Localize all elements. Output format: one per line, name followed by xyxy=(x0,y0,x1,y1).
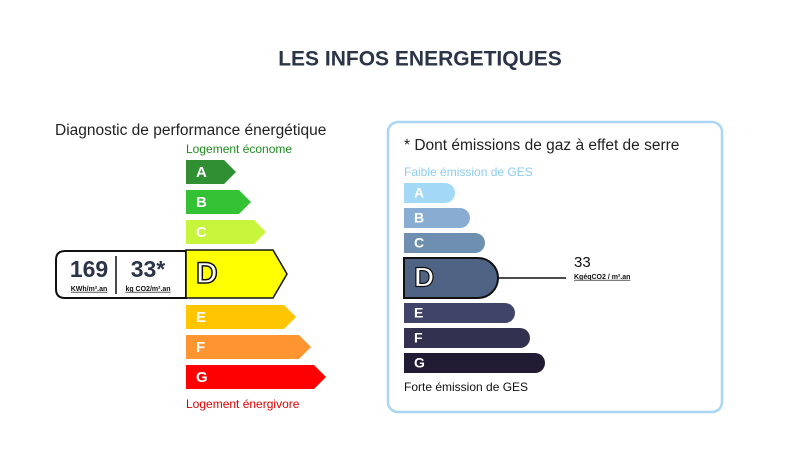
ges-panel-unit: KgéqCO2 / m².an xyxy=(574,274,630,281)
ges-bottom-label: Forte émission de GES xyxy=(404,380,528,394)
ges-letter: C xyxy=(414,235,424,251)
ges-title: * Dont émissions de gaz à effet de serre xyxy=(404,137,679,154)
page-title: LES INFOS ENERGETIQUES xyxy=(278,48,562,71)
ges-unit: kg CO2/m².an xyxy=(125,286,170,293)
energy-value: 169 xyxy=(70,256,108,282)
dpe-letter: F xyxy=(196,339,205,356)
ges-letter: A xyxy=(414,185,424,201)
dpe-arrow xyxy=(186,365,326,389)
ges-panel-value: 33 xyxy=(574,254,591,271)
ges-value: 33* xyxy=(131,256,166,282)
ges-bar xyxy=(404,303,515,323)
dpe-letter: B xyxy=(196,194,207,211)
dpe-title: Diagnostic de performance énergétique xyxy=(55,122,326,139)
ges-letter: B xyxy=(414,210,424,226)
ges-letter: F xyxy=(414,330,423,346)
ges-top-label: Faible émission de GES xyxy=(404,165,533,179)
dpe-top-label: Logement économe xyxy=(186,142,292,156)
dpe-letter: G xyxy=(196,369,208,386)
dpe-letter: E xyxy=(196,309,206,326)
ges-bar xyxy=(404,353,545,373)
ges-bar xyxy=(404,183,455,203)
dpe-letter: A xyxy=(196,164,207,181)
dpe-arrow xyxy=(185,249,288,299)
ges-bar xyxy=(404,233,485,253)
ges-bar xyxy=(403,257,499,299)
ges-bar xyxy=(404,328,530,348)
ges-bar xyxy=(404,208,470,228)
dpe-arrow xyxy=(186,305,296,329)
dpe-letter: D xyxy=(196,257,218,290)
dpe-arrow xyxy=(186,160,236,184)
dpe-bottom-label: Logement énergivore xyxy=(186,397,300,411)
ges-letter: G xyxy=(414,355,425,371)
dpe-arrow xyxy=(186,335,311,359)
dpe-value-box xyxy=(55,250,187,299)
dpe-arrow xyxy=(186,220,266,244)
ges-letter: E xyxy=(414,305,423,321)
energy-unit: KWh/m².an xyxy=(71,286,108,293)
dpe-arrow xyxy=(186,190,251,214)
ges-letter: D xyxy=(414,261,434,292)
dpe-letter: C xyxy=(196,224,207,241)
